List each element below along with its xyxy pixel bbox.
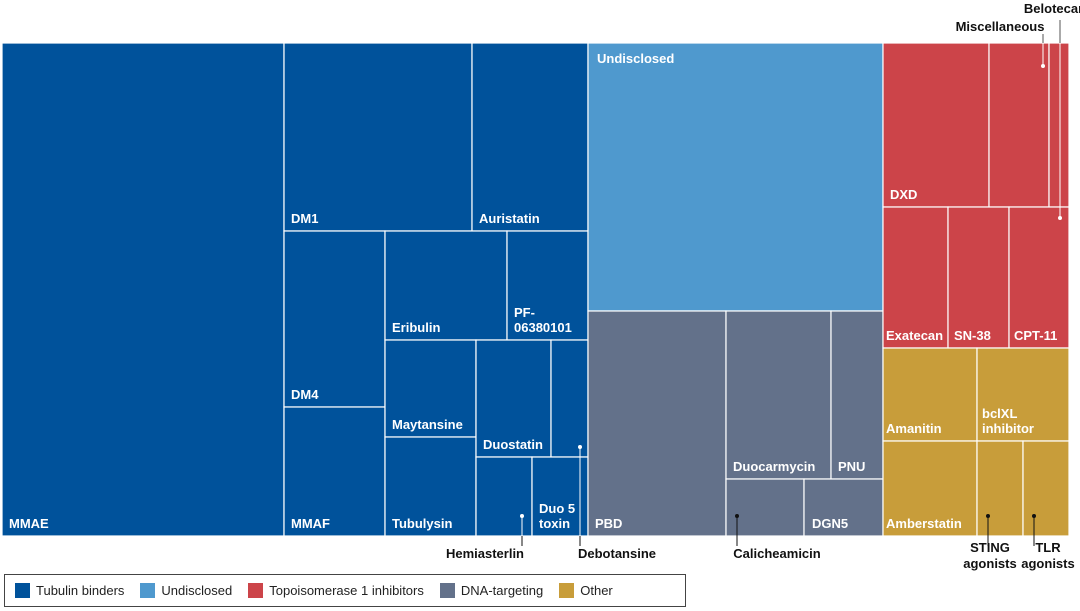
tile-belotecan <box>988 42 1050 208</box>
hemiasterlin-label: Hemiasterlin <box>446 546 524 561</box>
duostatin-label: Duostatin <box>483 437 543 452</box>
legend-swatch-dna <box>439 583 455 598</box>
legend-swatch-topo <box>248 583 264 598</box>
legend-label-undisclosed: Undisclosed <box>161 583 233 598</box>
legend-item-dna: DNA-targeting <box>439 583 544 598</box>
legend: Tubulin binders Undisclosed Topoisomerase … <box>4 574 686 607</box>
legend-item-tubulin: Tubulin binders <box>15 583 124 598</box>
legend-label-other: Other <box>580 583 613 598</box>
belotecan-label: Belotecan <box>1024 1 1080 16</box>
pbd-label: PBD <box>595 516 622 531</box>
tile-maytansine <box>384 339 477 438</box>
tile-duostatin <box>475 339 552 458</box>
dm1-label: DM1 <box>291 211 318 226</box>
tile-auristatin <box>471 42 589 232</box>
sting-label: STING agonists <box>963 540 1016 571</box>
tile-duocarmycin <box>725 310 832 480</box>
pf-label: PF-06380101 <box>514 305 572 335</box>
tile-cpt11 <box>1008 206 1070 349</box>
tile-hemiasterlin <box>475 456 533 537</box>
duo5-label: Duo 5 toxin <box>539 501 575 531</box>
auristatin-label: Auristatin <box>479 211 540 226</box>
sn38-label: SN-38 <box>954 328 991 343</box>
dm4-label: DM4 <box>291 387 319 402</box>
miscellaneous-label: Miscellaneous <box>956 19 1045 34</box>
legend-swatch-other <box>559 583 575 598</box>
debotansine-label: Debotansine <box>578 546 656 561</box>
tile-dxd <box>882 42 990 208</box>
tile-sn38 <box>947 206 1010 349</box>
tile-calicheamicin <box>725 478 805 537</box>
tile-sting <box>976 440 1024 537</box>
tile-undisclosed <box>587 42 884 312</box>
cpt11-label: CPT-11 <box>1014 328 1057 343</box>
tile-pnu <box>830 310 884 480</box>
tile-dgn5 <box>803 478 884 537</box>
tile-tubulysin <box>384 436 477 537</box>
pnu-label: PNU <box>838 459 865 474</box>
maytansine-label: Maytansine <box>392 417 463 432</box>
treemap-chart: MMAE DM1 Auristatin DM4 MMAF Eribulin PF-06380… <box>1 1 1080 571</box>
tile-exatecan <box>882 206 949 349</box>
eribulin-label: Eribulin <box>392 320 440 335</box>
legend-label-dna: DNA-targeting <box>460 583 544 598</box>
legend-item-undisclosed: Undisclosed <box>140 583 232 598</box>
tile-bclxl <box>976 347 1070 442</box>
legend-swatch-undisclosed <box>140 583 156 598</box>
tile-mmaf <box>283 406 386 537</box>
amberstatin-label: Amberstatin <box>886 516 962 531</box>
tile-debotansine <box>550 339 589 458</box>
tile-miscellaneous <box>1048 42 1070 208</box>
mmaf-label: MMAF <box>291 516 330 531</box>
exatecan-label: Exatecan <box>886 328 943 343</box>
tile-duo5 <box>531 456 589 537</box>
legend-item-topo: Topoisomerase 1 inhibitors <box>248 583 424 598</box>
calicheamicin-label: Calicheamicin <box>733 546 820 561</box>
tlr-label: TLR agonists <box>1021 540 1074 571</box>
legend-item-other: Other <box>559 583 613 598</box>
tile-dm1 <box>283 42 473 232</box>
dgn5-label: DGN5 <box>812 516 848 531</box>
dxd-label: DXD <box>890 187 917 202</box>
legend-label-tubulin: Tubulin binders <box>36 583 125 598</box>
tubulysin-label: Tubulysin <box>392 516 452 531</box>
tile-tlr <box>1022 440 1070 537</box>
legend-swatch-tubulin <box>15 583 30 598</box>
duocarmycin-label: Duocarmycin <box>733 459 815 474</box>
tile-dm4 <box>283 230 386 408</box>
bclxl-label: bclXL inhibitor <box>982 406 1034 436</box>
tile-mmae <box>1 42 285 537</box>
legend-label-topo: Topoisomerase 1 inhibitors <box>269 583 424 598</box>
undisclosed-label: Undisclosed <box>597 51 674 66</box>
tile-pf <box>506 230 589 341</box>
amanitin-label: Amanitin <box>886 421 942 436</box>
tile-eribulin <box>384 230 508 341</box>
tile-pbd <box>587 310 727 537</box>
mmae-label: MMAE <box>9 516 49 531</box>
